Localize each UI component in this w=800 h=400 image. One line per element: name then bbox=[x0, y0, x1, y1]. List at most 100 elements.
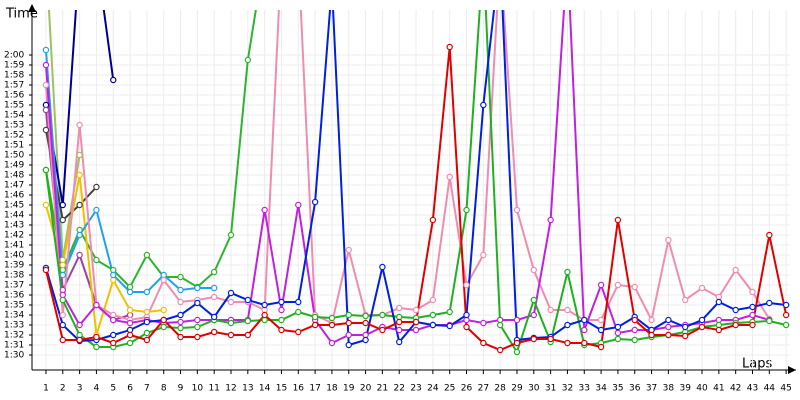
series-line bbox=[44, 10, 115, 206]
y-tick-label: 1:42 bbox=[4, 231, 24, 241]
data-point bbox=[42, 166, 50, 174]
data-point bbox=[278, 298, 285, 306]
data-point bbox=[110, 316, 117, 324]
y-tick-label: 1:31 bbox=[4, 341, 24, 351]
x-tick-label: 2 bbox=[60, 384, 66, 394]
x-tick-label: 16 bbox=[293, 384, 305, 394]
x-tick-label: 4 bbox=[94, 384, 100, 394]
x-tick-label: 34 bbox=[595, 384, 607, 394]
series-line bbox=[44, 10, 770, 345]
data-point bbox=[295, 201, 302, 209]
data-point bbox=[496, 321, 504, 329]
data-point bbox=[429, 216, 437, 224]
data-point bbox=[698, 316, 706, 324]
data-point bbox=[480, 251, 487, 259]
y-tick-label: 1:38 bbox=[4, 271, 24, 281]
data-point bbox=[143, 318, 151, 326]
x-tick-label: 9 bbox=[178, 384, 184, 394]
data-point bbox=[59, 261, 66, 269]
data-point bbox=[463, 281, 470, 289]
data-point bbox=[76, 251, 83, 259]
x-tick-label: 36 bbox=[629, 384, 641, 394]
data-point bbox=[345, 331, 352, 339]
data-point bbox=[665, 316, 672, 324]
data-point bbox=[126, 331, 134, 339]
y-tick-label: 1:40 bbox=[4, 251, 24, 261]
x-axis-title: Laps bbox=[742, 357, 772, 372]
data-point bbox=[210, 284, 218, 292]
data-point bbox=[110, 339, 117, 347]
data-point bbox=[261, 311, 268, 319]
data-point bbox=[227, 231, 235, 239]
data-point bbox=[93, 256, 100, 264]
x-tick-label: 24 bbox=[427, 384, 439, 394]
data-point bbox=[345, 341, 352, 349]
x-tick-label: 5 bbox=[110, 384, 116, 394]
data-point bbox=[530, 266, 538, 274]
data-point bbox=[581, 316, 588, 324]
x-tick-label: 1 bbox=[43, 384, 49, 394]
data-point bbox=[698, 323, 706, 331]
data-point bbox=[126, 288, 134, 296]
data-point bbox=[396, 304, 403, 312]
data-point bbox=[530, 311, 538, 319]
x-tick-label: 41 bbox=[713, 384, 724, 394]
data-point bbox=[530, 296, 538, 304]
y-tick-label: 1:56 bbox=[4, 91, 24, 101]
data-point bbox=[782, 301, 790, 309]
data-point bbox=[160, 276, 167, 284]
data-point bbox=[614, 323, 622, 331]
data-point bbox=[429, 321, 437, 329]
x-tick-label: 3 bbox=[77, 384, 83, 394]
plot-area bbox=[42, 10, 790, 356]
y-tick-label: 1:55 bbox=[4, 101, 24, 111]
x-tick-label: 33 bbox=[579, 384, 590, 394]
y-tick-label: 1:59 bbox=[4, 61, 24, 71]
data-point bbox=[93, 206, 100, 214]
x-tick-label: 18 bbox=[326, 384, 338, 394]
data-point bbox=[362, 336, 369, 344]
x-tick-label: 40 bbox=[696, 384, 708, 394]
data-point bbox=[194, 323, 201, 331]
x-tick-label: 31 bbox=[545, 384, 556, 394]
data-point bbox=[480, 101, 487, 109]
data-point bbox=[261, 206, 268, 214]
data-point bbox=[210, 313, 218, 321]
data-point bbox=[362, 312, 369, 320]
data-point bbox=[614, 329, 622, 337]
data-point bbox=[715, 326, 723, 334]
x-tick-label: 43 bbox=[747, 384, 758, 394]
data-point bbox=[93, 343, 100, 351]
data-point bbox=[177, 311, 184, 319]
data-point bbox=[782, 311, 790, 319]
data-point bbox=[446, 322, 453, 330]
data-point bbox=[311, 321, 319, 329]
x-tick-label: 42 bbox=[730, 384, 741, 394]
data-point bbox=[93, 333, 100, 341]
data-point bbox=[513, 316, 521, 324]
data-point bbox=[345, 319, 352, 327]
data-point bbox=[42, 266, 50, 274]
x-tick-label: 13 bbox=[242, 384, 253, 394]
data-point bbox=[59, 271, 66, 279]
data-point bbox=[379, 263, 386, 271]
x-tick-label: 27 bbox=[478, 384, 489, 394]
x-tick-label: 17 bbox=[309, 384, 320, 394]
data-point bbox=[412, 306, 420, 314]
data-point bbox=[665, 331, 672, 339]
x-tick-label: 26 bbox=[461, 384, 473, 394]
data-point bbox=[446, 173, 453, 181]
x-tick-label: 20 bbox=[360, 384, 372, 394]
data-point bbox=[496, 346, 504, 354]
data-point bbox=[227, 289, 235, 297]
data-point bbox=[362, 319, 369, 327]
data-point bbox=[597, 343, 605, 351]
data-point bbox=[631, 336, 638, 344]
data-point bbox=[311, 198, 319, 206]
data-point bbox=[177, 298, 184, 306]
data-point bbox=[328, 321, 336, 329]
data-point bbox=[244, 331, 252, 339]
data-point bbox=[244, 56, 252, 64]
data-point bbox=[345, 311, 352, 319]
